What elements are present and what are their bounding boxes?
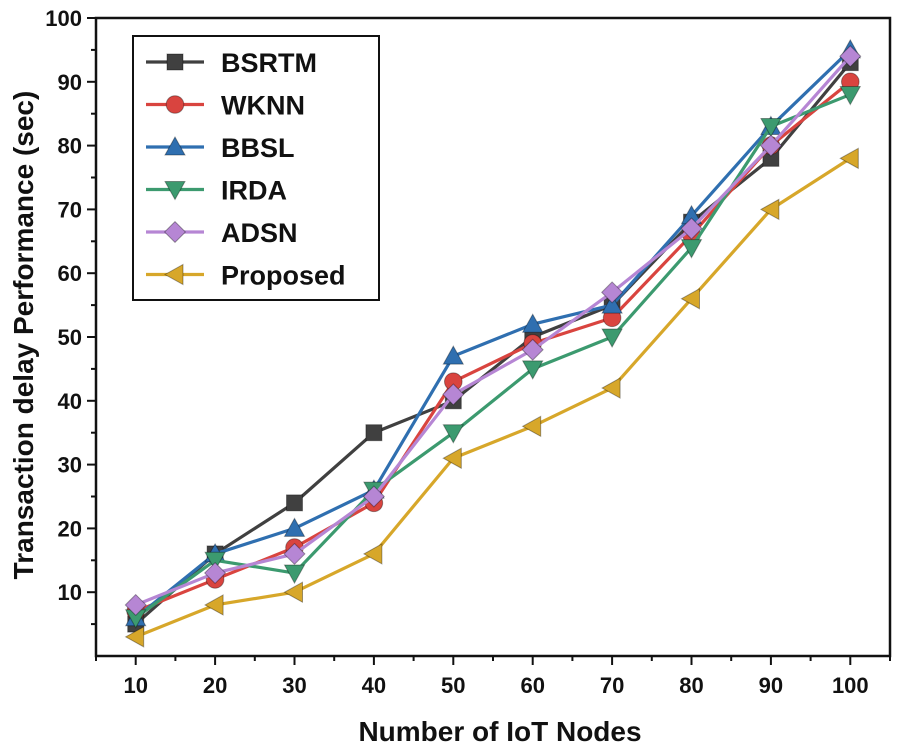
data-point (521, 415, 542, 438)
data-point (601, 294, 623, 314)
data-point (601, 377, 621, 399)
legend-item: ADSN (146, 218, 298, 248)
data-point (759, 198, 780, 221)
series-line (135, 55, 852, 607)
x-tick-label: 100 (832, 673, 869, 698)
x-tick-label: 80 (679, 673, 703, 698)
y-tick-label: 20 (58, 516, 82, 541)
y-axis-title: Transaction delay Performance (sec) (8, 91, 39, 580)
y-tick-label: 100 (45, 6, 82, 31)
x-tick-label: 30 (282, 673, 306, 698)
legend-marker (163, 220, 187, 244)
data-point (362, 543, 383, 565)
legend-label: Proposed (221, 261, 346, 291)
data-point (283, 517, 306, 537)
data-point (759, 134, 783, 157)
legend-marker (166, 53, 184, 71)
data-point (600, 281, 624, 304)
series-layer (124, 38, 862, 648)
y-tick-label: 70 (58, 197, 82, 222)
series-line (135, 157, 852, 639)
x-tick-label: 20 (203, 673, 227, 698)
data-point (365, 424, 383, 442)
legend-marker (164, 181, 186, 201)
data-point (601, 328, 623, 349)
data-point (442, 447, 462, 470)
y-tick-label: 50 (58, 325, 82, 350)
data-point (521, 338, 544, 361)
x-tick-label: 10 (123, 673, 147, 698)
legend-marker (163, 263, 184, 286)
data-point (680, 287, 700, 310)
data-point (839, 45, 862, 68)
series-proposed (124, 147, 859, 648)
data-point (124, 626, 145, 648)
data-point (283, 542, 306, 566)
x-axis-title: Number of IoT Nodes (358, 716, 641, 747)
legend-marker (164, 135, 186, 156)
data-point (203, 561, 227, 585)
legend-item: WKNN (146, 91, 305, 121)
series-line (134, 48, 852, 619)
legend: BSRTM WKNN BBSL IRDA ADSN Proposed (132, 35, 380, 301)
data-point (204, 551, 226, 572)
data-point (839, 147, 859, 170)
data-point (680, 217, 703, 240)
x-tick-label: 50 (441, 673, 465, 698)
data-point (124, 593, 147, 617)
data-point (362, 485, 386, 508)
data-point (442, 345, 465, 365)
series-adsn (124, 45, 862, 617)
x-tick-label: 90 (759, 673, 783, 698)
y-tick-label: 10 (58, 580, 82, 605)
data-point (442, 424, 465, 444)
y-tick-label: 90 (58, 70, 82, 95)
y-tick-label: 40 (58, 389, 82, 414)
data-point (442, 383, 465, 406)
data-point (680, 239, 703, 259)
legend-item: IRDA (146, 176, 287, 206)
legend-label: ADSN (221, 218, 298, 248)
legend-label: IRDA (221, 176, 287, 206)
data-point (283, 564, 306, 585)
data-point (521, 360, 544, 380)
legend-box (132, 35, 380, 301)
y-tick-label: 80 (58, 134, 82, 159)
legend-item: BBSL (146, 133, 295, 163)
data-point (839, 86, 862, 106)
x-tick-label: 60 (520, 673, 544, 698)
legend-label: BSRTM (221, 48, 317, 78)
y-tick-label: 60 (58, 261, 82, 286)
data-point (204, 594, 224, 616)
data-point (521, 313, 544, 333)
legend-label: WKNN (221, 91, 305, 121)
legend-marker (165, 95, 185, 114)
legend-item: Proposed (146, 261, 346, 291)
y-tick-label: 30 (58, 453, 82, 478)
x-tick-label: 70 (600, 673, 624, 698)
legend-item: BSRTM (146, 48, 317, 78)
data-point (286, 494, 303, 512)
axes: 10 20 30 40 50 60 70 80 90 100 10 20 30 40 50 60 70 80 90 1… (45, 6, 892, 698)
legend-label: BBSL (221, 133, 295, 163)
x-tick-label: 40 (362, 673, 386, 698)
data-point (760, 117, 782, 138)
data-point (283, 581, 303, 604)
